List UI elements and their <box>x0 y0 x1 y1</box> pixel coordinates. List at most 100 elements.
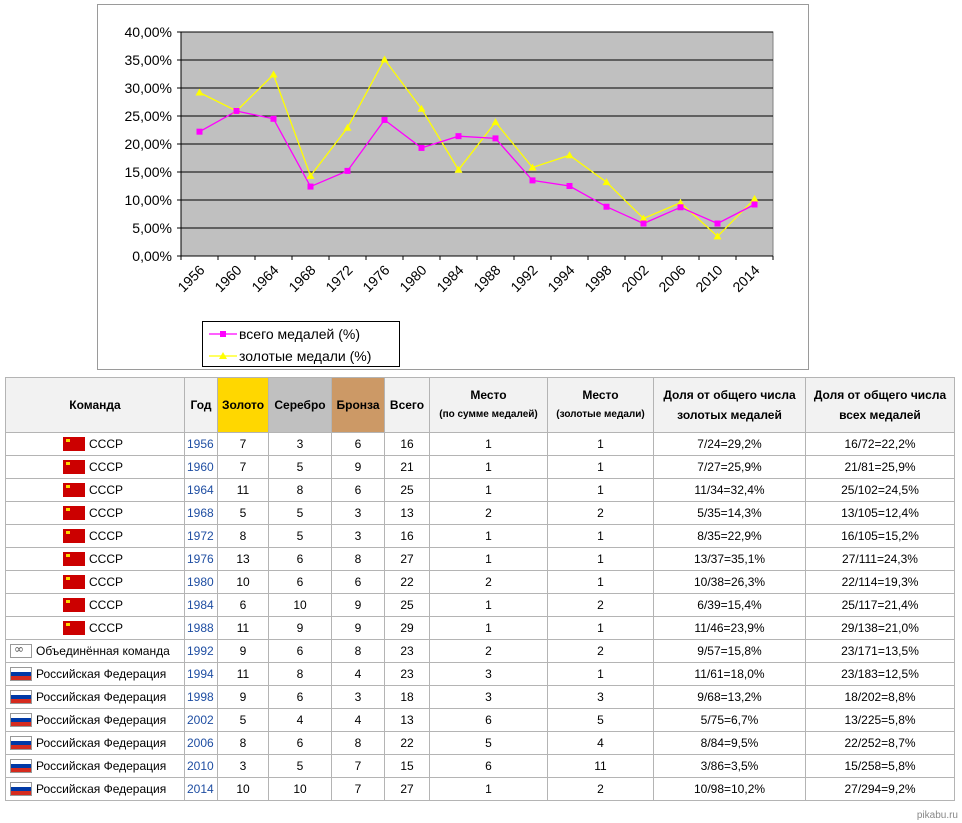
table-row: Объединённая команда199296823229/57=15,8… <box>5 639 955 663</box>
russia-flag-icon <box>10 736 32 751</box>
cell-year[interactable]: 1988 <box>184 616 218 640</box>
x-tick-label: 1976 <box>359 262 392 295</box>
data-point-gold <box>676 198 685 206</box>
data-point-total <box>455 133 462 140</box>
team-label: СССР <box>6 552 184 567</box>
team-label: СССР <box>6 575 184 590</box>
cell-share-all: 27/111=24,3% <box>805 547 955 571</box>
x-tick-label: 1984 <box>433 262 466 295</box>
cell-gold: 9 <box>217 639 269 663</box>
cell-place-total: 2 <box>429 570 548 594</box>
line-chart: 0,00% 5,00% 10,00% 15,00% 20,00% 25,00% 30,00%… <box>125 24 774 295</box>
cell-total: 13 <box>384 708 430 732</box>
ussr-flag-icon <box>63 529 85 544</box>
cell-silver: 9 <box>268 616 332 640</box>
cell-place-gold: 2 <box>547 501 654 525</box>
cell-bronze: 3 <box>331 685 385 709</box>
x-tick-label: 1964 <box>248 262 281 295</box>
cell-gold: 11 <box>217 662 269 686</box>
cell-share-gold: 10/98=10,2% <box>653 777 806 801</box>
cell-share-all: 13/225=5,8% <box>805 708 955 732</box>
cell-year[interactable]: 2010 <box>184 754 218 778</box>
team-label: Российская Федерация <box>6 782 184 797</box>
cell-team: СССР <box>5 455 185 479</box>
team-label: СССР <box>6 621 184 636</box>
cell-share-gold: 13/37=35,1% <box>653 547 806 571</box>
cell-bronze: 9 <box>331 616 385 640</box>
cell-year[interactable]: 1980 <box>184 570 218 594</box>
data-point-total <box>603 203 610 210</box>
cell-silver: 6 <box>268 547 332 571</box>
cell-year[interactable]: 1984 <box>184 593 218 617</box>
cell-share-all: 21/81=25,9% <box>805 455 955 479</box>
cell-team: СССР <box>5 570 185 594</box>
cell-total: 22 <box>384 731 430 755</box>
ussr-flag-icon <box>63 483 85 498</box>
cell-total: 22 <box>384 570 430 594</box>
data-point-gold <box>417 104 426 112</box>
cell-share-all: 25/102=24,5% <box>805 478 955 502</box>
data-point-gold <box>750 194 759 202</box>
data-point-total <box>233 107 240 114</box>
data-point-total <box>418 144 425 151</box>
cell-silver: 6 <box>268 639 332 663</box>
header-share-gold-line1: Доля от общего числа <box>663 388 796 402</box>
cell-year[interactable]: 2006 <box>184 731 218 755</box>
cell-year[interactable]: 1956 <box>184 432 218 456</box>
cell-place-gold: 1 <box>547 432 654 456</box>
chart-container: 0,00% 5,00% 10,00% 15,00% 20,00% 25,00% 30,00%… <box>97 4 809 370</box>
cell-year[interactable]: 2014 <box>184 777 218 801</box>
cell-silver: 8 <box>268 478 332 502</box>
cell-silver: 5 <box>268 455 332 479</box>
data-point-total <box>677 204 684 211</box>
x-tick-label: 1988 <box>470 262 503 295</box>
data-point-gold <box>491 118 500 126</box>
cell-bronze: 3 <box>331 501 385 525</box>
header-place-gold: Место (золотые медали) <box>547 377 654 433</box>
watermark: pikabu.ru <box>916 810 958 821</box>
header-gold: Золото <box>217 377 269 433</box>
cell-year[interactable]: 1998 <box>184 685 218 709</box>
data-point-total <box>492 135 499 142</box>
cell-total: 27 <box>384 777 430 801</box>
cell-total: 23 <box>384 662 430 686</box>
cell-gold: 7 <box>217 455 269 479</box>
y-tick-label: 0,00% <box>132 248 172 264</box>
cell-gold: 8 <box>217 524 269 548</box>
cell-team: СССР <box>5 478 185 502</box>
x-tick-label: 1998 <box>581 262 614 295</box>
team-label: Объединённая команда <box>6 642 184 659</box>
table-row: СССР 1956 7 3 6 16 1 1 7/24=29,2% 16/72=22,2% <box>5 432 955 456</box>
cell-year[interactable]: 2002 <box>184 708 218 732</box>
team-name: СССР <box>89 597 124 612</box>
cell-year[interactable]: 1964 <box>184 478 218 502</box>
cell-share-gold: 11/34=32,4% <box>653 478 806 502</box>
team-name: Российская Федерация <box>36 758 167 773</box>
cell-total: 29 <box>384 616 430 640</box>
cell-year[interactable]: 1972 <box>184 524 218 548</box>
cell-total: 16 <box>384 524 430 548</box>
team-name: СССР <box>89 528 124 543</box>
cell-total: 21 <box>384 455 430 479</box>
cell-year[interactable]: 1992 <box>184 639 218 663</box>
table-row: Российская Федерация 2014 10 10 7 27 1 2 10/98=1… <box>5 777 955 801</box>
team-name: СССР <box>89 551 124 566</box>
cell-silver: 5 <box>268 754 332 778</box>
y-tick-label: 10,00% <box>125 192 172 208</box>
x-tick-label: 1956 <box>174 262 207 295</box>
cell-gold: 10 <box>217 570 269 594</box>
cell-year[interactable]: 1976 <box>184 547 218 571</box>
ussr-flag-icon <box>63 506 85 521</box>
cell-bronze: 4 <box>331 662 385 686</box>
team-label: СССР <box>6 506 184 521</box>
cell-place-gold: 1 <box>547 616 654 640</box>
cell-total: 18 <box>384 685 430 709</box>
cell-bronze: 8 <box>331 639 385 663</box>
cell-year[interactable]: 1968 <box>184 501 218 525</box>
ussr-flag-icon <box>63 575 85 590</box>
cell-place-total: 1 <box>429 777 548 801</box>
cell-year[interactable]: 1994 <box>184 662 218 686</box>
cell-place-gold: 5 <box>547 708 654 732</box>
cell-year[interactable]: 1960 <box>184 455 218 479</box>
cell-bronze: 6 <box>331 570 385 594</box>
